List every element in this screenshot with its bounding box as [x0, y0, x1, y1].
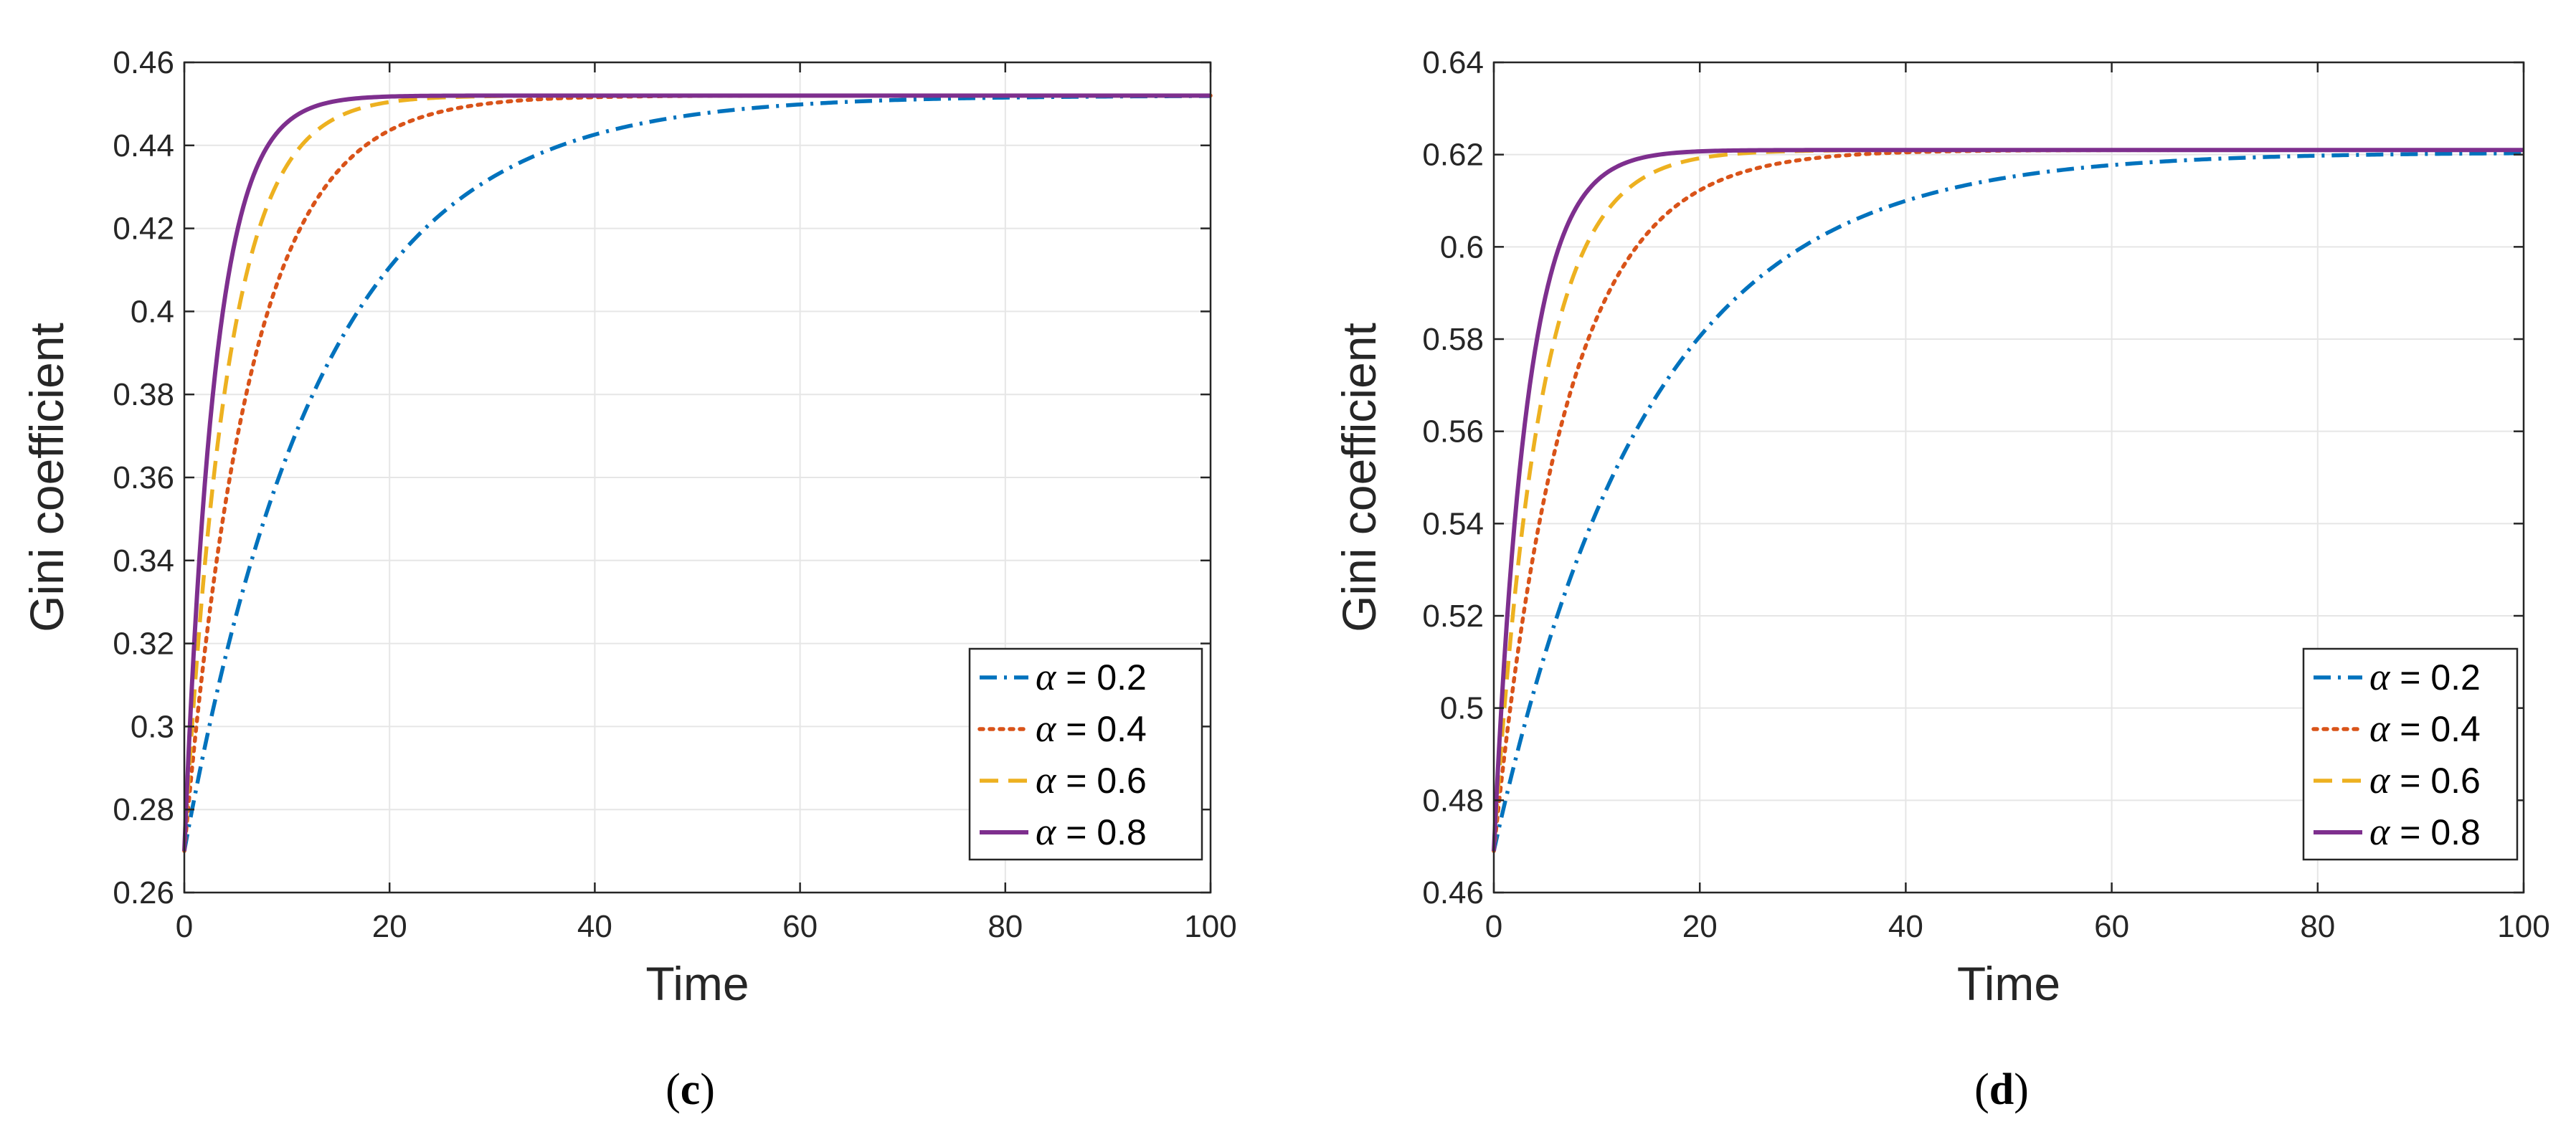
caption-open-paren: (: [666, 1065, 681, 1114]
x-tick-label: 0: [176, 909, 193, 944]
legend-alpha-symbol: α: [2369, 810, 2391, 853]
y-tick-label: 0.52: [1422, 599, 1484, 634]
caption-open-paren: (: [1974, 1065, 1989, 1114]
y-tick-label: 0.46: [1422, 875, 1484, 910]
panel-caption: (c): [666, 1065, 715, 1114]
legend-entry-alpha-0.8: α = 0.8: [2369, 810, 2481, 853]
caption-close-paren: ): [2014, 1065, 2029, 1114]
y-axis-label: Gini coefficient: [1332, 323, 1386, 632]
x-tick-label: 20: [372, 909, 407, 944]
legend-alpha-value: = 0.4: [2390, 709, 2481, 749]
legend: α = 0.2α = 0.4α = 0.6α = 0.8: [968, 647, 1203, 861]
y-tick-label: 0.54: [1422, 506, 1484, 541]
x-tick-label: 40: [577, 909, 612, 944]
x-tick-label: 100: [2497, 909, 2549, 944]
y-tick-label: 0.26: [113, 875, 174, 910]
panel-caption: (d): [1974, 1065, 2029, 1114]
y-tick-label: 0.36: [113, 460, 174, 495]
legend-entry-alpha-0.8: α = 0.8: [1036, 810, 1147, 853]
x-tick-label: 80: [2300, 909, 2335, 944]
legend-alpha-value: = 0.8: [1056, 812, 1147, 852]
legend-alpha-symbol: α: [2369, 707, 2391, 750]
legend-box: [2302, 647, 2519, 861]
x-tick-label: 20: [1682, 909, 1718, 944]
legend-alpha-value: = 0.6: [2390, 761, 2481, 801]
legend-entry-alpha-0.4: α = 0.4: [1036, 707, 1147, 750]
legend-box: [968, 647, 1203, 861]
y-tick-label: 0.48: [1422, 783, 1484, 818]
legend-entry-alpha-0.4: α = 0.4: [2369, 707, 2481, 750]
x-tick-label: 100: [1184, 909, 1236, 944]
y-tick-label: 0.38: [113, 377, 174, 412]
legend-alpha-symbol: α: [2369, 655, 2391, 698]
caption-close-paren: ): [700, 1065, 715, 1114]
y-axis-label: Gini coefficient: [20, 323, 73, 632]
x-tick-label: 80: [988, 909, 1023, 944]
y-tick-label: 0.56: [1422, 414, 1484, 449]
y-tick-label: 0.3: [131, 709, 174, 744]
x-axis-label: Time: [645, 957, 749, 1010]
x-tick-label: 0: [1485, 909, 1502, 944]
chart-panel-d: 0 20 40 60 80 100 0.46 0.48 0.5 0.52 0.54 0.56 0.58 0…: [1332, 45, 2550, 1114]
x-tick-label: 60: [782, 909, 818, 944]
y-tick-label: 0.46: [113, 45, 174, 80]
chart-panel-c: 0 20 40 60 80 100 0.26 0.28 0.3 0.32 0.34 0.36 0.38 0…: [20, 45, 1237, 1114]
legend-entry-alpha-0.2: α = 0.2: [2369, 655, 2481, 698]
y-tick-label: 0.32: [113, 627, 174, 662]
x-axis-label: Time: [1957, 957, 2060, 1010]
legend-alpha-symbol: α: [2369, 758, 2391, 801]
y-tick-label: 0.34: [113, 543, 174, 579]
legend-entry-alpha-0.6: α = 0.6: [2369, 758, 2481, 801]
y-tick-label: 0.28: [113, 792, 174, 827]
legend-alpha-value: = 0.8: [2390, 812, 2481, 852]
y-tick-label: 0.5: [1440, 691, 1484, 726]
series-line-alpha-0.8: [1492, 148, 2524, 852]
legend: α = 0.2α = 0.4α = 0.6α = 0.8: [2302, 647, 2519, 861]
series-line-alpha-0.8: [182, 93, 1211, 852]
caption-letter: c: [681, 1065, 701, 1114]
y-tick-label: 0.44: [113, 128, 174, 163]
y-tick-label: 0.62: [1422, 138, 1484, 173]
legend-alpha-value: = 0.4: [1056, 709, 1147, 749]
y-tick-label: 0.4: [131, 294, 174, 329]
legend-alpha-symbol: α: [1036, 758, 1057, 801]
x-tick-label: 60: [2094, 909, 2129, 944]
legend-alpha-symbol: α: [1036, 707, 1057, 750]
legend-alpha-symbol: α: [1036, 810, 1057, 853]
y-tick-label: 0.6: [1440, 229, 1484, 265]
legend-entry-alpha-0.2: α = 0.2: [1036, 655, 1147, 698]
legend-alpha-value: = 0.2: [1056, 657, 1147, 698]
legend-entry-alpha-0.6: α = 0.6: [1036, 758, 1147, 801]
axes-box: [1492, 61, 2525, 894]
y-tick-label: 0.64: [1422, 45, 1484, 80]
legend-alpha-symbol: α: [1036, 655, 1057, 698]
y-tick-label: 0.42: [113, 211, 174, 247]
y-tick-label: 0.58: [1422, 322, 1484, 357]
legend-alpha-value: = 0.6: [1056, 761, 1147, 801]
legend-alpha-value: = 0.2: [2390, 657, 2481, 698]
x-tick-label: 40: [1888, 909, 1923, 944]
caption-letter: d: [1989, 1065, 2014, 1114]
